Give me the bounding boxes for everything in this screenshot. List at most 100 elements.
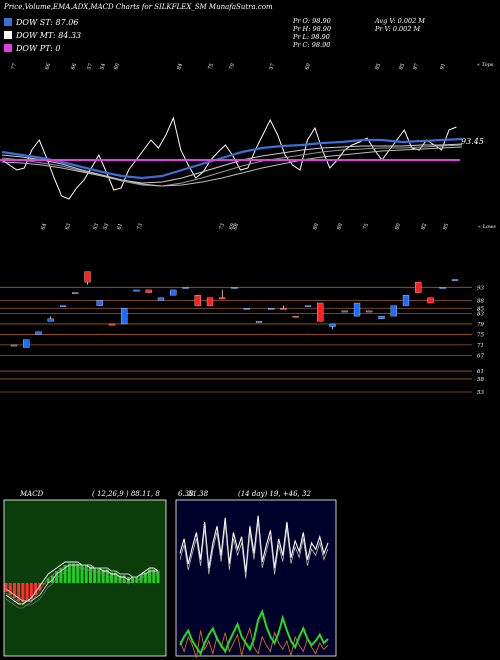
macd-bar xyxy=(88,566,92,583)
low-label: 68 xyxy=(232,223,240,231)
candle-body xyxy=(206,297,214,306)
macd-bar xyxy=(4,583,8,592)
candle-body xyxy=(157,297,165,301)
macd-bar xyxy=(105,569,109,583)
macd-bar xyxy=(84,565,88,583)
dow-st-swatch xyxy=(4,18,12,26)
macd-bar xyxy=(118,575,122,583)
candle-body xyxy=(72,292,79,294)
candle-body xyxy=(243,308,250,310)
top-label: 75 xyxy=(207,63,215,71)
macd-shadow-line xyxy=(5,568,158,606)
y-tick-label: 71 xyxy=(477,343,484,349)
low-label: 75 xyxy=(362,223,370,231)
volume: Pr V: 0.002 M xyxy=(375,25,421,33)
candle-body xyxy=(96,300,103,306)
low-label: 80 xyxy=(336,223,344,231)
close-value: Pr C: 98.90 xyxy=(293,41,331,49)
candle-body xyxy=(329,323,336,327)
candle-body xyxy=(23,339,30,348)
adx-line xyxy=(179,626,329,658)
candle-body xyxy=(280,308,287,310)
macd-bar xyxy=(97,568,101,583)
low-label: 82 xyxy=(420,223,428,231)
macd-bar xyxy=(67,563,71,583)
dow-st-label: DOW ST: 87.06 xyxy=(16,18,79,27)
legend-dow-st: DOW ST: 87.06 xyxy=(4,18,78,29)
candle-body xyxy=(108,323,116,326)
macd-bar xyxy=(93,568,97,583)
macd-bar xyxy=(76,563,80,583)
macd-bar xyxy=(8,583,12,595)
adx-line xyxy=(179,608,329,656)
low-label: 80 xyxy=(312,223,320,231)
candle-body xyxy=(231,287,238,289)
candle-body xyxy=(59,305,67,307)
low-label: 61 xyxy=(116,223,124,231)
candle-body xyxy=(219,297,226,300)
top-label: 66 xyxy=(44,63,52,71)
macd-bar xyxy=(72,563,76,583)
top-label: 57 xyxy=(86,63,94,71)
macd-bar xyxy=(148,569,152,583)
y-tick-label: 85 xyxy=(477,306,484,312)
low-value: Pr L: 98.90 xyxy=(293,33,330,41)
avg-volume: Avg V: 0.002 M xyxy=(375,17,425,25)
candle-body xyxy=(341,310,348,313)
top-label: 91 xyxy=(439,63,447,71)
candle-body xyxy=(451,279,459,281)
macd-title: MACD xyxy=(20,490,44,498)
top-label: 84 xyxy=(176,63,184,71)
legend-dow-pt: DOW PT: 0 xyxy=(4,44,61,55)
dow-pt-swatch xyxy=(4,44,12,52)
dow-mt-swatch xyxy=(4,31,12,39)
macd-bar xyxy=(17,583,21,601)
top-label: 85 xyxy=(374,63,382,71)
top-label: 60 xyxy=(304,63,312,71)
macd-bar xyxy=(122,575,126,583)
legend-dow-mt: DOW MT: 84.33 xyxy=(4,31,81,42)
top-label: 57 xyxy=(268,63,276,71)
macd-bar xyxy=(12,583,16,598)
y-tick-label: 79 xyxy=(477,322,484,328)
candle-body xyxy=(47,318,54,322)
open-value: Pr O: 98.90 xyxy=(293,17,331,25)
ema-line xyxy=(1,137,463,180)
macd-bar xyxy=(156,571,160,583)
chart-title: Price,Volume,EMA,ADX,MACD Charts for SIL… xyxy=(4,3,273,11)
low-label: 53 xyxy=(92,223,100,231)
dow-mt-label: DOW MT: 84.33 xyxy=(16,31,82,40)
y-tick-label: 61 xyxy=(477,369,484,375)
y-tick-label: 67 xyxy=(477,353,484,359)
macd-bar xyxy=(59,568,63,583)
top-label: 54 xyxy=(99,63,107,71)
top-label: 85 xyxy=(398,63,406,71)
lows-label: « Lows xyxy=(478,224,496,230)
adx-line xyxy=(179,515,329,573)
macd-bar xyxy=(152,569,156,583)
low-label: 64 xyxy=(40,223,48,231)
ema-line xyxy=(1,146,463,187)
y-tick-label: 83 xyxy=(477,311,484,317)
candle-body xyxy=(292,315,299,318)
candle-body xyxy=(402,295,410,306)
macd-bar xyxy=(34,583,38,595)
high-value: Pr H: 98.90 xyxy=(293,25,332,33)
candle-body xyxy=(439,287,446,289)
macd-line xyxy=(5,564,158,602)
top-label: 60 xyxy=(113,63,121,71)
ema-line xyxy=(1,143,463,184)
low-label: 80 xyxy=(394,223,402,231)
candle-body xyxy=(304,305,312,307)
macd-bar xyxy=(63,565,67,583)
macd-bar xyxy=(139,574,143,583)
price-line xyxy=(1,116,457,200)
y-tick-label: 53 xyxy=(477,390,484,396)
top-label: 66 xyxy=(70,63,78,71)
candle-body xyxy=(84,271,91,283)
candle-body xyxy=(366,310,373,313)
low-label: 73 xyxy=(218,223,226,231)
macd-bar xyxy=(131,577,135,583)
